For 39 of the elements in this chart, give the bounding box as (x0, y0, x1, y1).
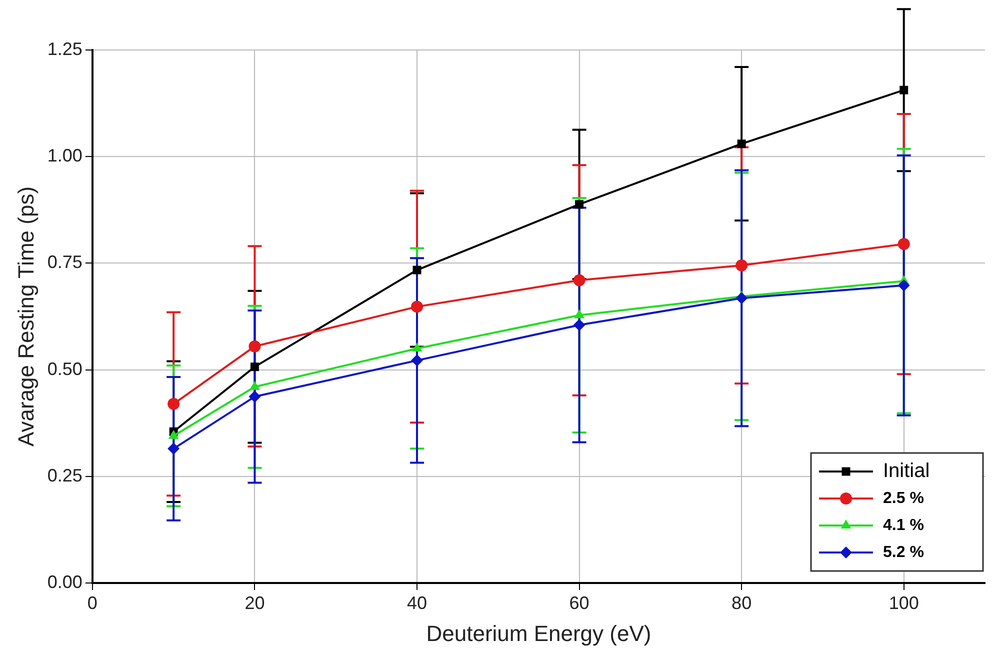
point (250, 362, 259, 372)
x-tick-label: 60 (569, 592, 590, 613)
legend-label: 2.5 % (883, 490, 924, 507)
y-axis-title: Avarage Resting Time (ps) (13, 186, 38, 447)
x-tick-label: 0 (87, 592, 98, 613)
point (900, 86, 908, 94)
point (737, 140, 746, 148)
point (248, 340, 261, 352)
point (575, 200, 584, 209)
point (168, 442, 180, 455)
point (898, 279, 910, 292)
legend-label: Initial (883, 460, 930, 482)
point (168, 398, 180, 410)
point (168, 430, 179, 439)
x-tick-label: 100 (888, 592, 919, 613)
point (573, 319, 586, 332)
point (248, 390, 261, 403)
legend-label: 5.2 % (883, 544, 924, 561)
y-tick-label: 1.25 (47, 38, 82, 59)
y-tick-label: 0.00 (47, 572, 82, 592)
point (412, 266, 422, 274)
x-tick-label: 20 (244, 592, 265, 613)
point (412, 342, 422, 352)
x-tick-label: 80 (732, 592, 752, 613)
point (250, 380, 260, 390)
x-axis-title: Deuterium Energy (eV) (426, 620, 652, 646)
point (898, 238, 910, 250)
x-tick-label: 40 (406, 592, 428, 613)
point (411, 354, 424, 366)
y-tick-label: 0.75 (47, 252, 82, 272)
point (573, 274, 586, 286)
y-tick-label: 1.00 (47, 146, 82, 166)
point (574, 309, 584, 318)
point (411, 300, 424, 313)
legend-label: 4.1 % (883, 516, 924, 534)
y-tick-label: 0.25 (47, 465, 82, 486)
point (736, 292, 748, 304)
y-tick-label: 0.50 (47, 358, 82, 379)
point (736, 259, 748, 272)
